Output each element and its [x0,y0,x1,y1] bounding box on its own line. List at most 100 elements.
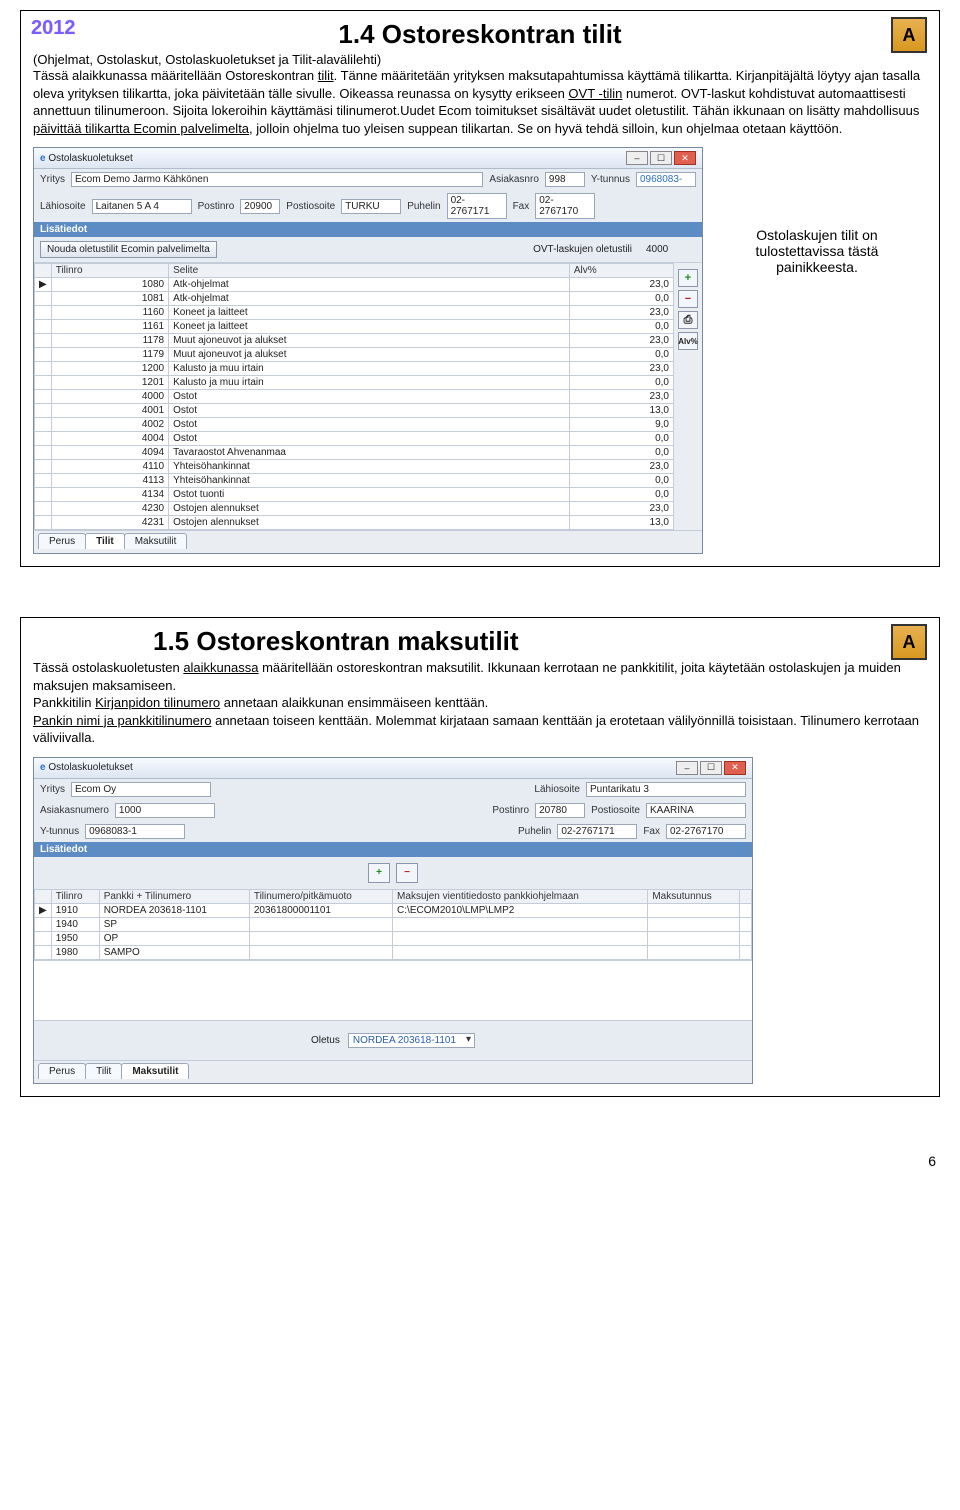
section-icon: A [891,17,927,53]
postiosoite-label: Postiosoite [286,201,335,212]
asiakasnumero-field[interactable]: 1000 [115,803,215,818]
col-pitka[interactable]: Tilinumero/pitkämuoto [249,889,392,903]
app-icon: e [40,762,46,773]
table-row[interactable]: 1160Koneet ja laitteet23,0 [35,306,674,320]
app-icon: e [40,153,46,164]
postiosoite-field[interactable]: TURKU [341,199,401,214]
tab-maksutilit[interactable]: Maksutilit [124,533,188,549]
postiosoite-field[interactable]: KAARINA [646,803,746,818]
puhelin-label: Puhelin [518,826,551,837]
oletus-dropdown[interactable]: NORDEA 203618-1101 [348,1033,475,1048]
fetch-defaults-button[interactable]: Nouda oletustilit Ecomin palvelimelta [40,241,217,258]
table-row[interactable]: 4001Ostot13,0 [35,404,674,418]
close-button[interactable]: ✕ [724,761,746,775]
puhelin-field[interactable]: 02-2767171 [447,193,507,219]
table-row[interactable]: 1161Koneet ja laitteet0,0 [35,320,674,334]
side-note: Ostolaskujen tilit on tulostettavissa tä… [717,227,917,275]
section-subtitle: (Ohjelmat, Ostolaskut, Ostolaskuoletukse… [33,52,927,67]
window-title: Ostolaskuoletukset [48,762,133,773]
minimize-button[interactable]: – [676,761,698,775]
yritys-field[interactable]: Ecom Demo Jarmo Kähkönen [71,172,483,187]
col-tilinro[interactable]: Tilinro [51,264,168,278]
delete-row-button[interactable]: − [678,290,698,308]
section-icon: A [891,624,927,660]
postinro-field[interactable]: 20900 [240,199,280,214]
tab-tilit[interactable]: Tilit [85,533,125,549]
table-row[interactable]: 4231Ostojen alennukset13,0 [35,516,674,530]
table-row[interactable]: 4230Ostojen alennukset23,0 [35,502,674,516]
table-row[interactable]: 4000Ostot23,0 [35,390,674,404]
tab-maksutilit[interactable]: Maksutilit [121,1063,189,1079]
col-alv[interactable]: Alv% [569,264,673,278]
table-row[interactable]: 4113Yhteisöhankinnat0,0 [35,474,674,488]
table-row[interactable]: 1178Muut ajoneuvot ja alukset23,0 [35,334,674,348]
lahiosoite-field[interactable]: Puntarikatu 3 [586,782,746,797]
puhelin-field[interactable]: 02-2767171 [557,824,637,839]
asiakasnro-label: Asiakasnro [489,174,538,185]
postinro-label: Postinro [492,805,529,816]
add-row-button[interactable]: + [368,863,390,883]
minimize-button[interactable]: – [626,151,648,165]
table-row[interactable]: 1201Kalusto ja muu irtain0,0 [35,376,674,390]
maximize-button[interactable]: ☐ [650,151,672,165]
lahiosoite-label: Lähiosoite [40,201,86,212]
print-button[interactable]: ⎙ [678,311,698,329]
table-row[interactable]: 4004Ostot0,0 [35,432,674,446]
tab-perus[interactable]: Perus [38,533,86,549]
ovt-field[interactable]: 4000 [646,244,696,255]
app-window-maksutilit: e Ostolaskuoletukset – ☐ ✕ Yritys Ecom O… [33,757,753,1084]
postiosoite-label: Postiosoite [591,805,640,816]
fax-field[interactable]: 02-2767170 [666,824,746,839]
puhelin-label: Puhelin [407,201,440,212]
oletus-label: Oletus [311,1035,340,1046]
yritys-field[interactable]: Ecom Oy [71,782,211,797]
yritys-label: Yritys [40,784,65,795]
window-title: Ostolaskuoletukset [48,153,133,164]
asiakasnro-field[interactable]: 998 [545,172,585,187]
ytunnus-label: Y-tunnus [591,174,630,185]
delete-row-button[interactable]: − [396,863,418,883]
table-row[interactable]: 1940SP [35,917,752,931]
col-pankki[interactable]: Pankki + Tilinumero [99,889,249,903]
postinro-field[interactable]: 20780 [535,803,585,818]
alv-button[interactable]: Alv% [678,332,698,350]
col-selite[interactable]: Selite [169,264,570,278]
col-vienti[interactable]: Maksujen vientitiedosto pankkiohjelmaan [393,889,648,903]
table-row[interactable]: 4110Yhteisöhankinnat23,0 [35,460,674,474]
lahiosoite-field[interactable]: Laitanen 5 A 4 [92,199,192,214]
col-tilinro[interactable]: Tilinro [51,889,99,903]
table-row[interactable]: 1179Muut ajoneuvot ja alukset0,0 [35,348,674,362]
section-title: 1.4 Ostoreskontran tilit [33,19,927,50]
table-row[interactable]: 1950OP [35,931,752,945]
app-window-tilit: e Ostolaskuoletukset – ☐ ✕ Yritys Ecom D… [33,147,703,554]
section-1-4: 2012 A 1.4 Ostoreskontran tilit (Ohjelma… [20,10,940,567]
yritys-label: Yritys [40,174,65,185]
table-row[interactable]: 1200Kalusto ja muu irtain23,0 [35,362,674,376]
add-row-button[interactable]: + [678,269,698,287]
ytunnus-field[interactable]: 0968083-1 [85,824,185,839]
tab-tilit[interactable]: Tilit [85,1063,122,1079]
col-tunnus[interactable]: Maksutunnus [648,889,740,903]
accounts-table: Tilinro Selite Alv% ▶1080Atk-ohjelmat23,… [34,263,674,530]
table-row[interactable]: 4094Tavaraostot Ahvenanmaa0,0 [35,446,674,460]
fax-label: Fax [643,826,660,837]
ytunnus-field[interactable]: 0968083- [636,172,696,187]
maximize-button[interactable]: ☐ [700,761,722,775]
fax-label: Fax [513,201,530,212]
table-row[interactable]: ▶1910NORDEA 203618-110120361800001101C:\… [35,903,752,917]
table-row[interactable]: ▶1080Atk-ohjelmat23,0 [35,278,674,292]
lisatiedot-strip: Lisätiedot [34,842,752,857]
fax-field[interactable]: 02-2767170 [535,193,595,219]
table-row[interactable]: 1081Atk-ohjelmat0,0 [35,292,674,306]
table-row[interactable]: 4134Ostot tuonti0,0 [35,488,674,502]
table-row[interactable]: 1980SAMPO [35,945,752,959]
tab-perus[interactable]: Perus [38,1063,86,1079]
close-button[interactable]: ✕ [674,151,696,165]
titlebar: e Ostolaskuoletukset – ☐ ✕ [34,148,702,169]
titlebar: e Ostolaskuoletukset – ☐ ✕ [34,758,752,779]
table-row[interactable]: 4002Ostot9,0 [35,418,674,432]
ytunnus-label: Y-tunnus [40,826,79,837]
ovt-label: OVT-laskujen oletustili [533,244,632,255]
postinro-label: Postinro [198,201,235,212]
lisatiedot-strip: Lisätiedot [34,222,702,237]
